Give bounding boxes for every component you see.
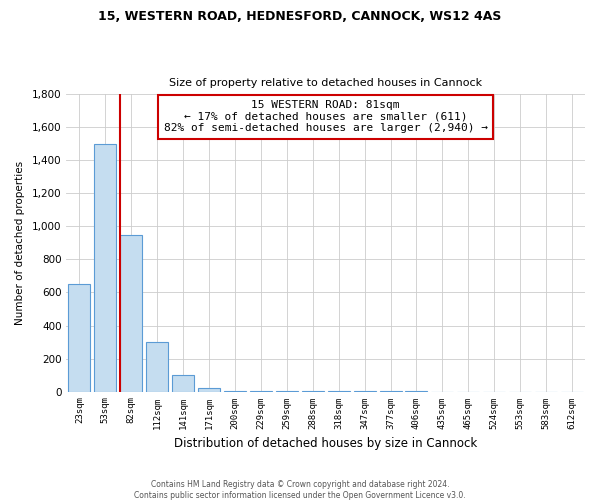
Bar xyxy=(120,234,142,392)
Bar xyxy=(198,388,220,392)
Bar xyxy=(172,375,194,392)
Bar xyxy=(68,284,91,392)
Text: Contains HM Land Registry data © Crown copyright and database right 2024.
Contai: Contains HM Land Registry data © Crown c… xyxy=(134,480,466,500)
Y-axis label: Number of detached properties: Number of detached properties xyxy=(15,161,25,325)
Title: Size of property relative to detached houses in Cannock: Size of property relative to detached ho… xyxy=(169,78,482,88)
Bar xyxy=(224,390,246,392)
X-axis label: Distribution of detached houses by size in Cannock: Distribution of detached houses by size … xyxy=(174,437,478,450)
Text: 15 WESTERN ROAD: 81sqm
← 17% of detached houses are smaller (611)
82% of semi-de: 15 WESTERN ROAD: 81sqm ← 17% of detached… xyxy=(164,100,488,134)
Bar xyxy=(94,144,116,392)
Text: 15, WESTERN ROAD, HEDNESFORD, CANNOCK, WS12 4AS: 15, WESTERN ROAD, HEDNESFORD, CANNOCK, W… xyxy=(98,10,502,23)
Bar xyxy=(146,342,168,392)
